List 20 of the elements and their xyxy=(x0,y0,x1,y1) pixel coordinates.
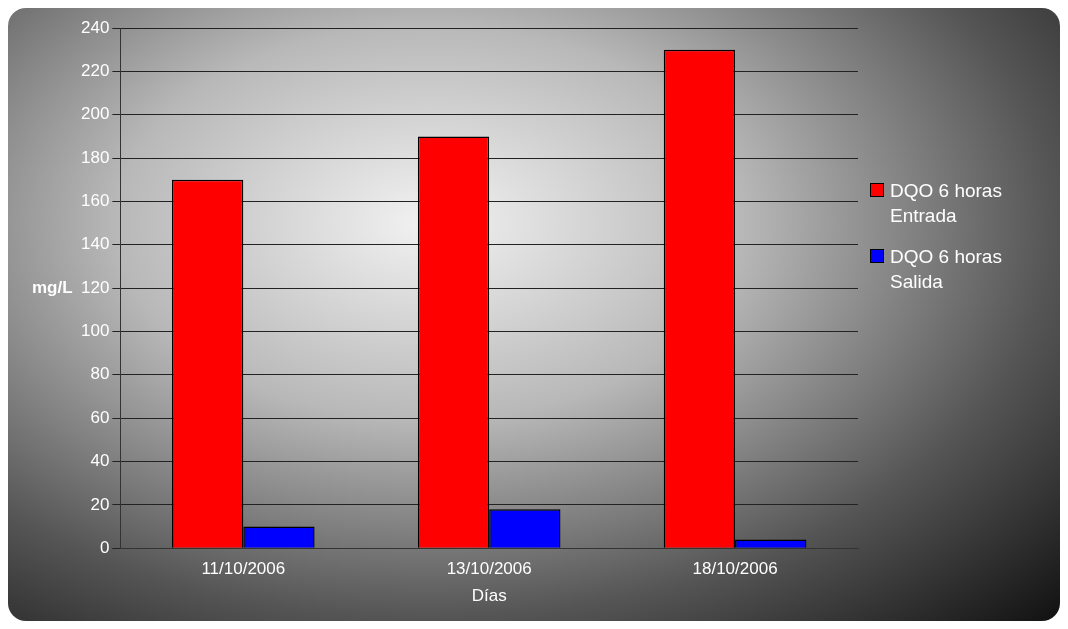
y-tick-label: 80 xyxy=(90,364,110,384)
y-tick-label: 200 xyxy=(80,104,110,124)
y-tick-label: 120 xyxy=(80,277,110,297)
text: DQO 6 horas Entrada xyxy=(890,179,1003,228)
y-tick-label: 60 xyxy=(90,407,110,427)
x-tick-label: 18/10/2006 xyxy=(692,559,778,579)
x-tick-label: 11/10/2006 xyxy=(201,559,286,579)
y-tick-label: 240 xyxy=(80,17,110,37)
y-tick-label: 100 xyxy=(80,321,110,341)
y-tick-label: 220 xyxy=(80,61,110,81)
y-tick-label: 0 xyxy=(99,537,110,557)
y-tick-label: 140 xyxy=(80,234,110,254)
y-axis-title: mg/L xyxy=(32,277,73,297)
y-tick-label: 160 xyxy=(80,191,110,211)
x-tick-label: 13/10/2006 xyxy=(446,559,532,579)
y-tick-label: 20 xyxy=(90,494,110,514)
y-tick-label: 180 xyxy=(80,147,110,167)
x-axis-title: Días xyxy=(471,586,507,606)
legend-label: DQO 6 horas Salida xyxy=(890,245,1003,294)
y-tick-label: 40 xyxy=(90,451,110,471)
